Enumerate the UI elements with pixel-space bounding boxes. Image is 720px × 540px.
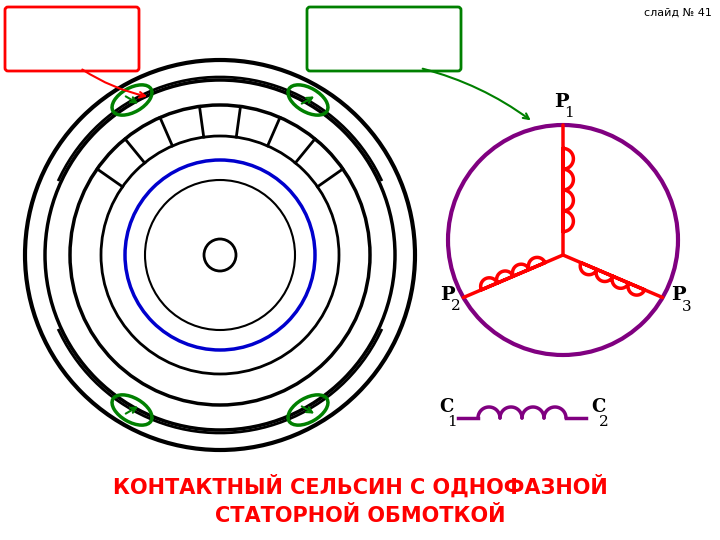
FancyBboxPatch shape bbox=[307, 7, 461, 71]
Text: 1: 1 bbox=[564, 106, 574, 120]
Text: 2: 2 bbox=[599, 415, 609, 429]
Text: КОНТАКТНЫЙ СЕЛЬСИН С ОДНОФАЗНОЙ
СТАТОРНОЙ ОБМОТКОЙ: КОНТАКТНЫЙ СЕЛЬСИН С ОДНОФАЗНОЙ СТАТОРНО… bbox=[112, 474, 608, 525]
Text: Статорная
обмотка: Статорная обмотка bbox=[338, 22, 430, 56]
Text: 1: 1 bbox=[447, 415, 457, 429]
Text: P: P bbox=[440, 286, 455, 303]
Text: Роторная
обмотка: Роторная обмотка bbox=[31, 22, 113, 56]
Text: 3: 3 bbox=[682, 300, 691, 314]
FancyBboxPatch shape bbox=[5, 7, 139, 71]
Text: P: P bbox=[671, 286, 686, 303]
Text: 2: 2 bbox=[451, 300, 460, 314]
Text: слайд № 41: слайд № 41 bbox=[644, 8, 712, 18]
Text: P: P bbox=[554, 93, 568, 111]
Text: C: C bbox=[438, 398, 453, 416]
Text: C: C bbox=[591, 398, 606, 416]
